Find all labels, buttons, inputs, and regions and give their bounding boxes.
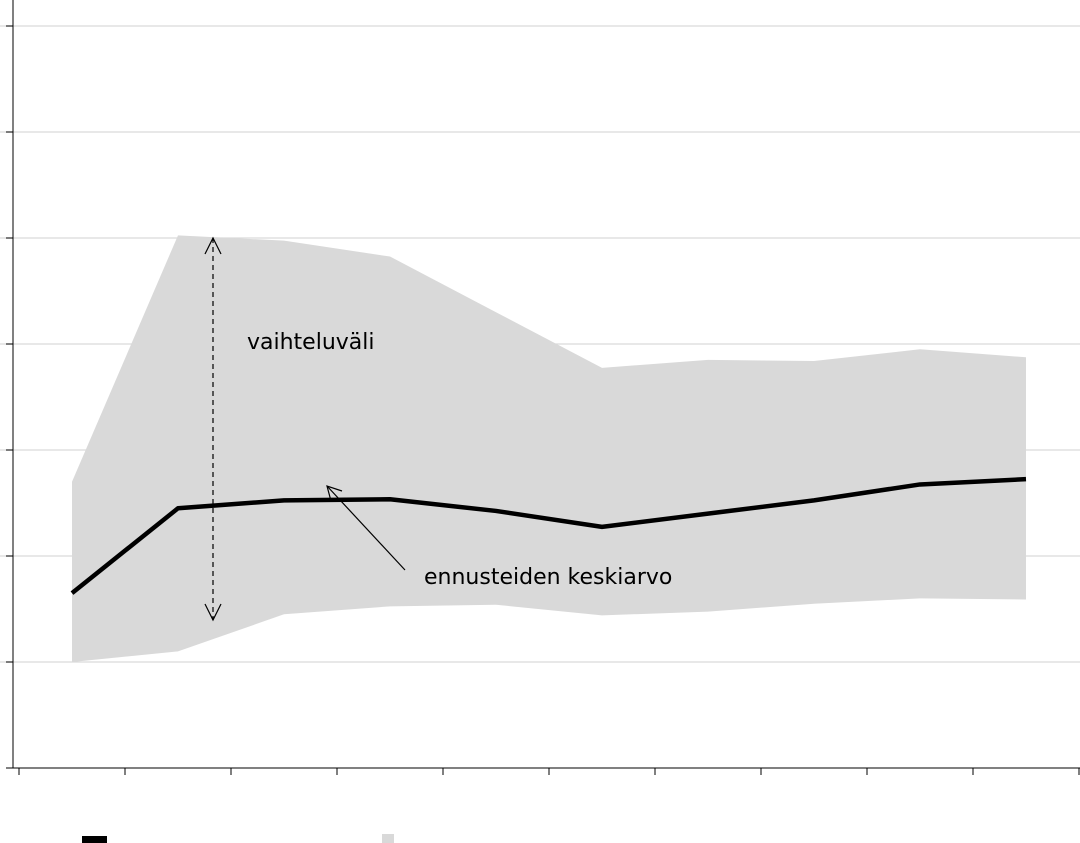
legend-swatch-mean bbox=[82, 836, 107, 843]
annotation-mean: ennusteiden keskiarvo bbox=[424, 565, 673, 590]
axes bbox=[6, 0, 1080, 775]
range-arrow-head-top bbox=[204, 236, 222, 255]
legend-swatch-range bbox=[382, 834, 394, 843]
range-band bbox=[72, 235, 1026, 662]
annotation-arrows bbox=[204, 236, 406, 622]
mean-line bbox=[70, 476, 1027, 595]
mean-arrow-shaft bbox=[326, 485, 406, 571]
range-arrow-head-bottom bbox=[204, 603, 222, 622]
mean-arrow-head bbox=[326, 485, 343, 502]
legend bbox=[82, 834, 394, 843]
annotation-range: vaihteluväli bbox=[247, 330, 375, 355]
